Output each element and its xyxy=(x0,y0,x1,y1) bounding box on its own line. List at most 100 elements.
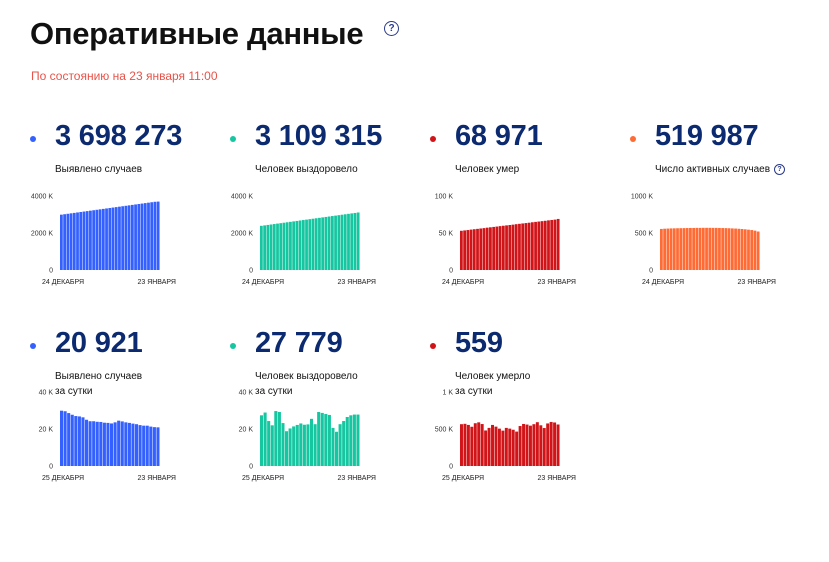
stat-value: 559 xyxy=(455,327,503,359)
bar xyxy=(130,204,134,270)
bar xyxy=(350,213,354,270)
y-tick-label: 500 K xyxy=(435,427,454,434)
bar xyxy=(542,428,546,466)
bar xyxy=(318,217,321,270)
question-circle-icon[interactable]: ? xyxy=(774,163,786,175)
bar xyxy=(74,416,78,466)
bar xyxy=(149,426,153,466)
x-end-label: 23 ЯНВАРЯ xyxy=(137,279,176,286)
bar xyxy=(511,429,515,466)
bar xyxy=(281,423,285,466)
bar xyxy=(525,424,529,466)
bar xyxy=(113,422,117,466)
bar xyxy=(153,201,157,270)
bar xyxy=(156,201,160,270)
stat-label: Человек умер xyxy=(455,164,520,175)
bar xyxy=(480,424,484,466)
bar xyxy=(106,422,110,466)
bar xyxy=(492,226,496,270)
x-start-label: 25 ДЕКАБРЯ xyxy=(242,475,284,482)
bar xyxy=(672,228,676,270)
stat-daily-cases: 20 921 Выявлено случаев за сутки xyxy=(30,327,220,527)
bar xyxy=(142,425,146,466)
y-tick-label: 0 xyxy=(449,464,453,471)
bar xyxy=(145,425,149,466)
bar xyxy=(535,422,539,466)
help-icon[interactable]: ? xyxy=(384,21,399,36)
series-dot xyxy=(430,136,436,142)
bar xyxy=(260,415,264,466)
bar xyxy=(279,223,283,270)
bar xyxy=(118,206,121,270)
bar xyxy=(356,414,360,466)
bar xyxy=(337,215,341,270)
bar xyxy=(532,424,536,466)
chart-recovered: 0 2000 K 4000 K 24 ДЕКАБРЯ 23 ЯНВАРЯ xyxy=(231,194,376,287)
bar xyxy=(553,422,557,466)
chart-active: 0 500 K 1000 K 24 ДЕКАБРЯ 23 ЯНВАРЯ xyxy=(631,194,776,287)
x-end-label: 23 ЯНВАРЯ xyxy=(737,279,776,286)
stat-label: за сутки xyxy=(55,386,93,397)
bar xyxy=(330,216,334,270)
bar xyxy=(124,422,128,466)
bar xyxy=(518,223,521,270)
stat-value: 27 779 xyxy=(255,327,343,359)
bar xyxy=(547,220,550,270)
bar xyxy=(314,218,318,270)
chart-daily-cases: 0 20 K 40 K 25 ДЕКАБРЯ 23 ЯНВАРЯ xyxy=(39,390,176,483)
bar xyxy=(460,424,463,466)
bar xyxy=(310,418,314,466)
bar xyxy=(320,412,324,466)
stat-daily-recovered: 27 779 Человек выздоровело за сутки xyxy=(230,327,420,527)
bar xyxy=(701,227,705,270)
bar xyxy=(505,225,508,270)
bar xyxy=(479,228,483,270)
bar xyxy=(305,219,308,270)
bar xyxy=(295,424,299,466)
bar xyxy=(491,424,494,466)
bar xyxy=(550,219,554,270)
bar xyxy=(473,423,477,466)
x-end-label: 23 ЯНВАРЯ xyxy=(137,475,176,482)
series-dot xyxy=(630,136,636,142)
bar xyxy=(298,220,302,270)
bar xyxy=(734,228,737,270)
bar xyxy=(685,228,689,270)
chart-daily-recovered: 0 20 K 40 K 25 ДЕКАБРЯ 23 ЯНВАРЯ xyxy=(239,390,376,483)
bar xyxy=(67,413,71,466)
bar xyxy=(108,208,112,270)
bar xyxy=(485,227,489,270)
y-tick-label: 100 K xyxy=(435,194,454,201)
bar xyxy=(324,414,328,466)
bar xyxy=(750,230,754,270)
bar xyxy=(540,221,544,270)
bar xyxy=(463,230,466,270)
bar xyxy=(135,424,139,466)
bar xyxy=(292,221,296,270)
bar xyxy=(522,423,526,466)
bar xyxy=(331,427,335,466)
bar xyxy=(534,221,537,270)
bar xyxy=(477,422,481,466)
bar xyxy=(70,414,74,466)
bar xyxy=(530,222,534,270)
bar xyxy=(501,225,505,270)
bar xyxy=(747,229,750,270)
bar xyxy=(543,220,547,270)
stat-deaths: 68 971 Человек умер xyxy=(430,120,620,320)
bar xyxy=(140,203,144,270)
bar xyxy=(692,227,696,270)
bar xyxy=(92,210,96,270)
bar xyxy=(81,417,85,466)
y-tick-label: 4000 K xyxy=(31,194,54,201)
bar xyxy=(270,425,274,466)
bar xyxy=(260,225,263,270)
stat-value: 519 987 xyxy=(655,120,759,152)
series-dot xyxy=(230,136,236,142)
stat-value: 68 971 xyxy=(455,120,543,152)
stat-recovered: 3 109 315 Человек выздоровело xyxy=(230,120,420,320)
bar xyxy=(556,218,560,270)
bar xyxy=(514,224,518,270)
bar xyxy=(727,228,731,270)
bar xyxy=(342,421,346,466)
